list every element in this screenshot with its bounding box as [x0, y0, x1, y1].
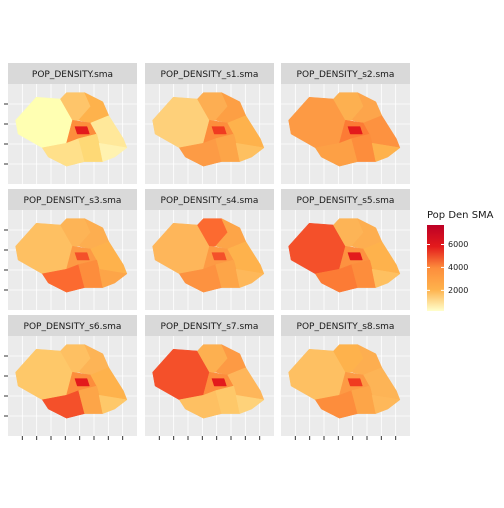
- map-region: [371, 142, 401, 162]
- strip: [281, 189, 410, 210]
- strip: [8, 189, 137, 210]
- facet-title: POP_DENSITY_s4.sma: [161, 196, 259, 206]
- facet-title: POP_DENSITY_s8.sma: [297, 322, 395, 332]
- map-region: [98, 268, 128, 288]
- map-region: [211, 126, 227, 135]
- facet-title: POP_DENSITY_s3.sma: [24, 196, 122, 206]
- legend-label: 6000: [448, 240, 468, 249]
- facet-title: POP_DENSITY.sma: [32, 70, 113, 80]
- facet-title: POP_DENSITY_s1.sma: [161, 70, 259, 80]
- map-region: [98, 142, 128, 162]
- colorbar: [427, 225, 444, 311]
- map-region: [74, 378, 90, 387]
- map-region: [235, 268, 265, 288]
- map-region: [371, 268, 401, 288]
- map-region: [211, 252, 227, 261]
- map-region: [347, 378, 363, 387]
- facet-title: POP_DENSITY_s7.sma: [161, 322, 259, 332]
- map-region: [98, 394, 128, 414]
- legend-label: 2000: [448, 286, 468, 295]
- facet-title: POP_DENSITY_s2.sma: [297, 70, 395, 80]
- map-region: [235, 142, 265, 162]
- legend-title: Pop Den SMA: [427, 210, 494, 221]
- legend-label: 4000: [448, 263, 468, 272]
- strip: [145, 315, 274, 336]
- map-region: [235, 394, 265, 414]
- map-region: [371, 394, 401, 414]
- strip: [281, 315, 410, 336]
- strip: [8, 63, 137, 84]
- strip: [145, 189, 274, 210]
- map-region: [347, 252, 363, 261]
- map-region: [74, 252, 90, 261]
- map-region: [347, 126, 363, 135]
- facet-title: POP_DENSITY_s6.sma: [24, 322, 122, 332]
- map-region: [211, 378, 227, 387]
- strip: [281, 63, 410, 84]
- strip: [145, 63, 274, 84]
- facet-title: POP_DENSITY_s5.sma: [297, 196, 395, 206]
- strip: [8, 315, 137, 336]
- map-region: [74, 126, 90, 135]
